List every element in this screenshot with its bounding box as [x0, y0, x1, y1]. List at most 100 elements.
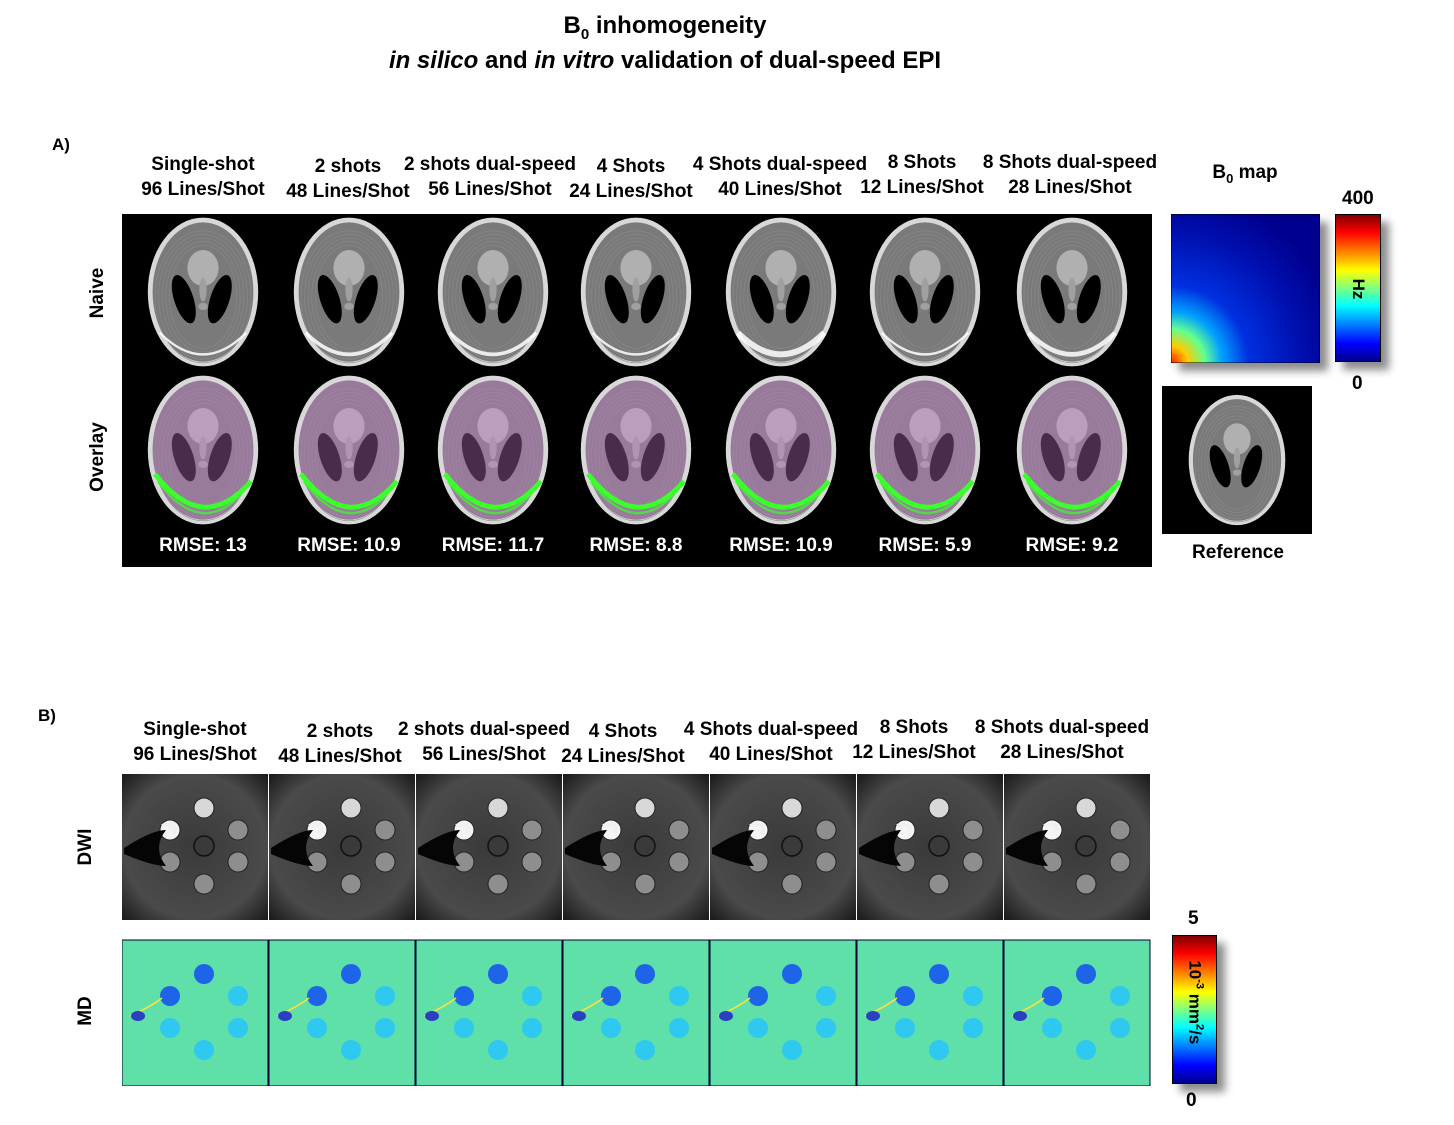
md-tile	[709, 939, 857, 1086]
column-header-line1: 2 shots dual-speed	[403, 154, 577, 175]
column-header-line1: 2 shots	[314, 156, 382, 177]
rmse-value: RMSE: 11.7	[441, 535, 545, 556]
column-header: 4 Shots 24 Lines/Shot	[541, 154, 721, 204]
colorbar-a-max: 400	[1342, 188, 1374, 209]
column-header-line1: 8 Shots	[879, 717, 949, 738]
naive-phantom-tile	[293, 217, 405, 367]
naive-phantom-tile	[869, 217, 981, 367]
column-header-line1: 8 Shots dual-speed	[974, 717, 1150, 738]
naive-phantom-tile	[437, 217, 549, 367]
column-header: 8 Shots dual-speed 28 Lines/Shot	[972, 715, 1152, 765]
column-header: 8 Shots dual-speed 28 Lines/Shot	[980, 150, 1160, 200]
column-header-line1: 4 Shots dual-speed	[683, 719, 859, 740]
column-header-line1: 4 Shots	[588, 721, 658, 742]
phantom-grid	[147, 217, 1128, 525]
naive-phantom-tile	[147, 217, 259, 367]
column-header-line2: 12 Lines/Shot	[852, 742, 976, 763]
reference-phantom-shape	[1188, 394, 1286, 526]
overlay-phantom-tile	[147, 375, 259, 525]
column-header-line2: 28 Lines/Shot	[1000, 742, 1124, 763]
column-header-line2: 48 Lines/Shot	[286, 181, 410, 202]
colorbar-b-min: 0	[1186, 1090, 1197, 1111]
naive-phantom-tile	[1016, 217, 1128, 367]
column-header-line2: 96 Lines/Shot	[141, 179, 265, 200]
column-header-line1: Single-shot	[143, 719, 247, 740]
dwi-tile	[269, 774, 415, 920]
colorbar-b-max: 5	[1188, 908, 1199, 929]
column-header-line2: 24 Lines/Shot	[561, 746, 685, 767]
column-header: Single-shot 96 Lines/Shot	[105, 717, 285, 767]
b0-map-title: B0 map	[1212, 162, 1278, 186]
colorbar-a: Hz	[1335, 214, 1381, 362]
column-header: Single-shot 96 Lines/Shot	[113, 152, 293, 202]
column-header-line2: 40 Lines/Shot	[718, 179, 842, 200]
figure-title-line1: B0 inhomogeneity	[563, 12, 767, 43]
panel-a-label: A)	[52, 135, 70, 154]
naive-phantom-tile	[725, 217, 837, 367]
dwi-tile	[122, 774, 268, 920]
column-header: 2 shots 48 Lines/Shot	[258, 154, 438, 204]
rmse-value: RMSE: 13	[159, 535, 247, 556]
dwi-tile	[1004, 774, 1150, 920]
rmse-value: RMSE: 8.8	[589, 535, 683, 556]
md-tile	[562, 939, 710, 1086]
dwi-tile	[563, 774, 709, 920]
column-header: 2 shots dual-speed 56 Lines/Shot	[400, 152, 580, 202]
column-header-line1: 8 Shots	[887, 152, 957, 173]
overlay-phantom-tile	[869, 375, 981, 525]
rmse-value: RMSE: 9.2	[1025, 535, 1119, 556]
overlay-phantom-tile	[580, 375, 692, 525]
dwi-tile	[710, 774, 856, 920]
panel-b-image-grid	[122, 774, 1151, 1086]
rmse-value: RMSE: 10.9	[729, 535, 833, 556]
md-tile	[1003, 939, 1151, 1086]
column-header: 8 Shots 12 Lines/Shot	[832, 150, 1012, 200]
dwi-tile	[857, 774, 1003, 920]
dwi-tile	[416, 774, 562, 920]
md-tile	[415, 939, 563, 1086]
column-header-line2: 12 Lines/Shot	[860, 177, 984, 198]
column-header-line1: 4 Shots dual-speed	[692, 154, 868, 175]
reference-image	[1162, 386, 1312, 534]
column-header: 4 Shots dual-speed 40 Lines/Shot	[690, 152, 870, 202]
column-header-line1: 8 Shots dual-speed	[982, 152, 1158, 173]
column-header: 2 shots 48 Lines/Shot	[250, 719, 430, 769]
overlay-phantom-tile	[725, 375, 837, 525]
column-header-line2: 40 Lines/Shot	[709, 744, 833, 765]
row-label-overlay: Overlay	[87, 422, 108, 492]
column-header-line2: 56 Lines/Shot	[422, 744, 546, 765]
reference-phantom	[1188, 394, 1286, 526]
colorbar-a-min: 0	[1352, 373, 1363, 394]
column-header-line2: 24 Lines/Shot	[569, 181, 693, 202]
column-header-line1: 2 shots	[306, 721, 374, 742]
naive-phantom-tile	[580, 217, 692, 367]
colorbar-b-unit: 10-3 mm2/s	[1185, 960, 1206, 1045]
column-header-line2: 28 Lines/Shot	[1008, 177, 1132, 198]
column-header: 4 Shots 24 Lines/Shot	[533, 719, 713, 769]
rmse-value: RMSE: 10.9	[297, 535, 401, 556]
rmse-value: RMSE: 5.9	[878, 535, 972, 556]
reference-label: Reference	[1192, 542, 1284, 563]
row-label-naive: Naive	[87, 267, 108, 319]
b0-map-image	[1171, 214, 1320, 363]
column-header-line1: Single-shot	[151, 154, 255, 175]
row-label-dwi: DWI	[75, 828, 96, 866]
column-header-line1: 2 shots dual-speed	[397, 719, 571, 740]
column-header-line2: 48 Lines/Shot	[278, 746, 402, 767]
column-header: 2 shots dual-speed 56 Lines/Shot	[394, 717, 574, 767]
column-header: 8 Shots 12 Lines/Shot	[824, 715, 1004, 765]
panel-a-image-grid: RMSE: 13 RMSE: 10.9 RMSE: 11.7 RMSE: 8.8 RMS…	[122, 214, 1152, 567]
column-header-line2: 96 Lines/Shot	[133, 744, 257, 765]
colorbar-b: 10-3 mm2/s	[1172, 935, 1217, 1084]
colorbar-a-unit: Hz	[1349, 278, 1368, 300]
md-tile	[122, 939, 269, 1086]
overlay-phantom-tile	[293, 375, 405, 525]
md-tile	[268, 939, 416, 1086]
column-header: 4 Shots dual-speed 40 Lines/Shot	[681, 717, 861, 767]
row-label-md: MD	[75, 996, 96, 1026]
overlay-phantom-tile	[1016, 375, 1128, 525]
column-header-line2: 56 Lines/Shot	[428, 179, 552, 200]
figure-title-line2: in silico and in vitro validation of dua…	[388, 47, 942, 74]
panel-b-label: B)	[38, 706, 56, 725]
md-tile	[856, 939, 1004, 1086]
